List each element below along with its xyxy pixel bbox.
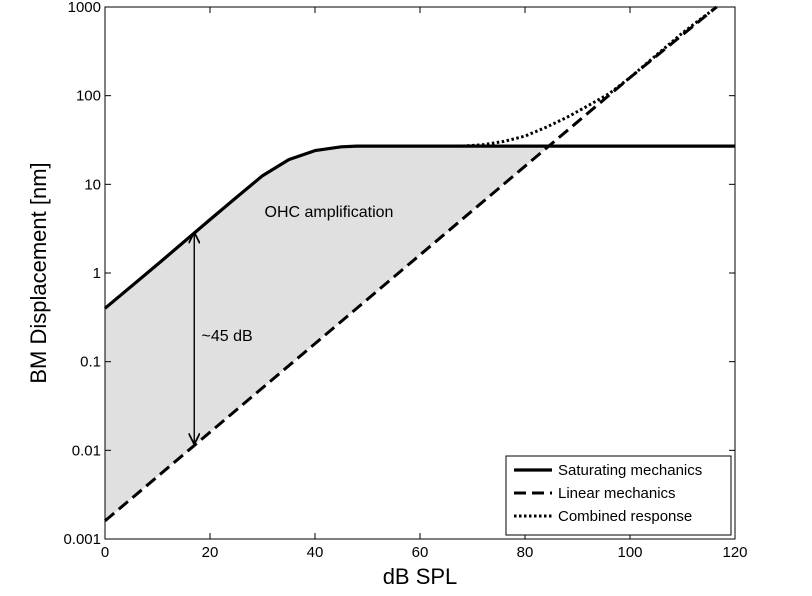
y-axis-title: BM Displacement [nm] [26, 162, 51, 383]
legend-label-combined-response: Combined response [558, 508, 692, 525]
x-axis-title: dB SPL [383, 564, 458, 589]
series-line-combined-response [461, 5, 718, 148]
x-tick-label: 120 [722, 544, 747, 561]
series-layer [103, 5, 735, 523]
legend-label-saturating-mechanics: Saturating mechanics [558, 462, 702, 479]
annotation-45-db: ~45 dB [202, 328, 253, 345]
y-tick-label: 1000 [68, 0, 101, 16]
series-line-linear-mechanics [104, 5, 718, 523]
y-tick-label: 0.01 [72, 442, 101, 459]
y-tick-label: 0.001 [63, 531, 101, 548]
axes-layer: 0 20 40 60 80 100 120 0.001 0.01 0.1 1 10 100 1000 dB … [26, 0, 748, 589]
series-line-saturating-mechanics [103, 144, 735, 310]
x-tick-label: 40 [307, 544, 324, 561]
x-tick-label: 0 [101, 544, 109, 561]
x-tick-label: 60 [412, 544, 429, 561]
annotation-ohc-amplification: OHC amplification [265, 204, 394, 221]
legend: Saturating mechanics Linear mechanics Comb… [505, 455, 732, 536]
x-tick-label: 80 [517, 544, 534, 561]
x-tick-label: 100 [617, 544, 642, 561]
legend-label-linear-mechanics: Linear mechanics [558, 485, 676, 502]
y-tick-label: 10 [84, 176, 101, 193]
y-tick-label: 1 [93, 265, 101, 282]
y-tick-label: 100 [76, 88, 101, 105]
annotation-layer: OHC amplification ~45 dB [194, 204, 393, 443]
y-tick-label: 0.1 [80, 354, 101, 371]
x-tick-label: 20 [202, 544, 219, 561]
